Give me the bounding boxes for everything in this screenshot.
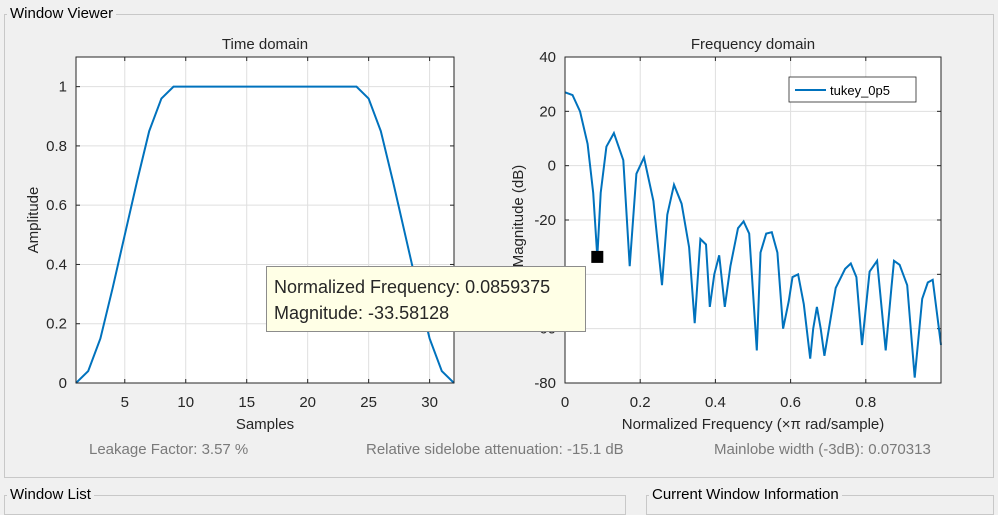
mainlobe-width: Mainlobe width (-3dB): 0.070313 <box>714 441 931 458</box>
t-xtick-label: 5 <box>121 394 129 411</box>
t-ytick-label: 0.4 <box>46 256 67 273</box>
t-xtick-label: 25 <box>360 394 377 411</box>
frequency-domain-xlabel: Normalized Frequency (×π rad/sample) <box>622 416 885 433</box>
relative-sidelobe-attenuation: Relative sidelobe attenuation: -15.1 dB <box>366 441 624 458</box>
frequency-domain-axes-frame <box>564 56 942 384</box>
time-domain-title: Time domain <box>222 36 308 53</box>
leakage-factor: Leakage Factor: 3.57 % <box>89 441 249 458</box>
time-domain-axes-frame <box>75 56 455 384</box>
time-domain-xlabel: Samples <box>236 416 294 433</box>
t-xtick-label: 10 <box>177 394 194 411</box>
frequency-domain-series-line <box>564 91 942 378</box>
t-ytick-label: 0.6 <box>46 197 67 214</box>
f-xtick-label: 0.8 <box>855 394 876 411</box>
f-ytick-label: -20 <box>534 212 556 229</box>
f-ytick-label: -80 <box>534 375 556 392</box>
f-ytick-label: 40 <box>539 49 556 66</box>
datatip-magnitude: Magnitude: -33.58128 <box>274 303 450 323</box>
frequency-legend[interactable]: tukey_0p5 <box>788 76 917 103</box>
datatip-tooltip: Normalized Frequency: 0.0859375 Magnitud… <box>266 266 586 332</box>
t-ytick-label: 0.8 <box>46 138 67 155</box>
t-xtick-label: 15 <box>238 394 255 411</box>
window-list-panel <box>4 495 626 515</box>
t-ytick-label: 0 <box>59 375 67 392</box>
window-list-title: Window List <box>7 487 94 503</box>
legend-entry: tukey_0p5 <box>830 83 890 98</box>
current-window-info-title: Current Window Information <box>649 487 842 503</box>
datatip-marker[interactable] <box>591 250 604 263</box>
time-domain-ylabel: Amplitude <box>25 187 42 254</box>
f-xtick-label: 0.6 <box>780 394 801 411</box>
t-ytick-label: 1 <box>59 79 67 96</box>
f-ytick-label: 20 <box>539 103 556 120</box>
window-viewer-title: Window Viewer <box>7 6 117 22</box>
frequency-domain-ylabel: Magnitude (dB) <box>510 165 527 268</box>
f-xtick-label: 0 <box>561 394 569 411</box>
t-ytick-label: 0.2 <box>46 316 67 333</box>
t-xtick-label: 20 <box>299 394 316 411</box>
time-domain-axes[interactable] <box>76 57 454 383</box>
window-viewer-panel <box>4 14 994 478</box>
f-xtick-label: 0.4 <box>705 394 726 411</box>
f-ytick-label: 0 <box>548 158 556 175</box>
frequency-domain-title: Frequency domain <box>691 36 815 53</box>
datatip-frequency: Normalized Frequency: 0.0859375 <box>274 277 551 297</box>
t-xtick-label: 30 <box>421 394 438 411</box>
time-domain-series-line <box>75 85 455 384</box>
f-xtick-label: 0.2 <box>630 394 651 411</box>
